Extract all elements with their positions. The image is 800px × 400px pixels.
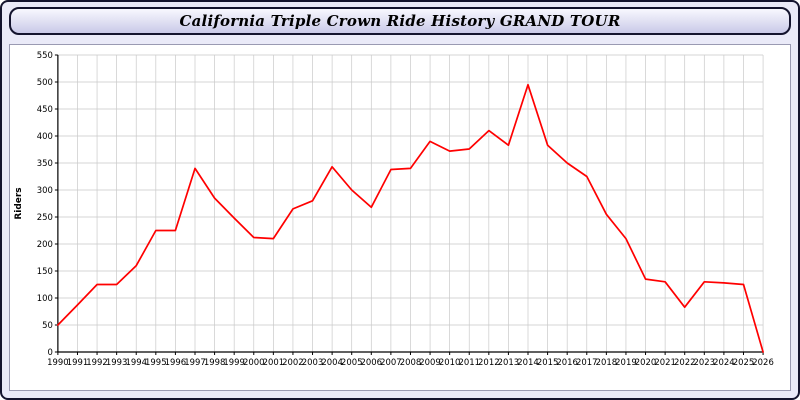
svg-text:2026: 2026 <box>752 357 774 367</box>
svg-text:2010: 2010 <box>439 357 461 367</box>
svg-text:2023: 2023 <box>694 357 716 367</box>
svg-text:2022: 2022 <box>674 357 696 367</box>
title-bar: California Triple Crown Ride History GRA… <box>9 7 791 35</box>
svg-text:1990: 1990 <box>47 357 69 367</box>
svg-text:1995: 1995 <box>145 357 167 367</box>
svg-text:2007: 2007 <box>380 357 402 367</box>
svg-text:2008: 2008 <box>400 357 422 367</box>
svg-text:2020: 2020 <box>635 357 657 367</box>
svg-text:2004: 2004 <box>321 357 343 367</box>
svg-text:2000: 2000 <box>243 357 265 367</box>
svg-text:300: 300 <box>37 185 53 195</box>
svg-text:2018: 2018 <box>596 357 618 367</box>
svg-text:50: 50 <box>42 320 53 330</box>
chart-panel: 0 50 100 150 200 250 300 350 400 450 500 550 Riders 1… <box>9 44 791 391</box>
svg-text:2001: 2001 <box>263 357 285 367</box>
svg-text:450: 450 <box>37 104 53 114</box>
svg-text:1999: 1999 <box>223 357 245 367</box>
svg-text:1997: 1997 <box>184 357 206 367</box>
svg-text:1993: 1993 <box>106 357 128 367</box>
svg-text:2009: 2009 <box>419 357 441 367</box>
svg-text:2014: 2014 <box>517 357 539 367</box>
svg-text:2012: 2012 <box>478 357 500 367</box>
svg-text:250: 250 <box>37 212 53 222</box>
svg-text:2006: 2006 <box>361 357 383 367</box>
chart-title: California Triple Crown Ride History GRA… <box>179 12 621 30</box>
y-tick-labels: 0 50 100 150 200 250 300 350 400 450 500 550 Riders <box>14 50 53 357</box>
svg-text:2016: 2016 <box>556 357 578 367</box>
y-axis-title: Riders <box>14 187 24 219</box>
svg-text:400: 400 <box>37 131 53 141</box>
svg-text:150: 150 <box>37 266 53 276</box>
svg-text:2017: 2017 <box>576 357 598 367</box>
svg-text:2019: 2019 <box>615 357 637 367</box>
svg-text:2003: 2003 <box>302 357 324 367</box>
svg-text:100: 100 <box>37 293 53 303</box>
svg-text:2013: 2013 <box>498 357 520 367</box>
svg-text:200: 200 <box>37 239 53 249</box>
line-chart: 0 50 100 150 200 250 300 350 400 450 500 550 Riders 1… <box>14 50 774 367</box>
gridlines <box>57 54 764 353</box>
svg-text:1994: 1994 <box>125 357 147 367</box>
svg-text:2025: 2025 <box>733 357 755 367</box>
series <box>57 83 764 353</box>
svg-text:500: 500 <box>37 77 53 87</box>
svg-text:550: 550 <box>37 50 53 60</box>
svg-text:1996: 1996 <box>165 357 187 367</box>
svg-text:2002: 2002 <box>282 357 304 367</box>
svg-text:1992: 1992 <box>86 357 108 367</box>
axes <box>54 54 764 355</box>
x-tick-labels: 1990199119921993199419951996199719981999… <box>47 357 774 367</box>
svg-text:2024: 2024 <box>713 357 735 367</box>
svg-text:1991: 1991 <box>67 357 89 367</box>
svg-text:2021: 2021 <box>654 357 676 367</box>
riders-line <box>57 83 764 353</box>
svg-text:2015: 2015 <box>537 357 559 367</box>
svg-text:1998: 1998 <box>204 357 226 367</box>
svg-text:2005: 2005 <box>341 357 363 367</box>
svg-text:350: 350 <box>37 158 53 168</box>
svg-text:2011: 2011 <box>458 357 480 367</box>
svg-text:0: 0 <box>48 347 53 357</box>
